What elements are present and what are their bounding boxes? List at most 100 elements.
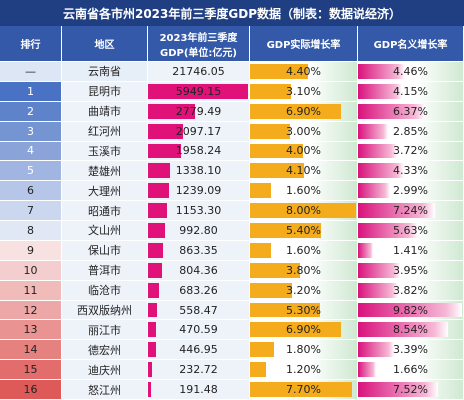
- table-cell: 3.95%: [358, 260, 464, 281]
- data-bar: [358, 322, 449, 338]
- region: 昭通市: [88, 204, 121, 218]
- table-cell: 5.40%: [250, 221, 358, 241]
- value: 1958.24: [175, 144, 222, 158]
- data-bar: [250, 163, 305, 179]
- table-cell: 2097.17: [148, 121, 250, 142]
- table-cell: 迪庆州: [62, 360, 148, 381]
- region: 临沧市: [88, 284, 121, 298]
- table-cell: 11: [0, 280, 62, 301]
- table-cell: 9.82%: [358, 300, 464, 321]
- region: 西双版纳州: [77, 304, 132, 318]
- value: 9.82%: [393, 303, 428, 317]
- header-text: GDP实际增长率: [266, 40, 341, 51]
- table-cell: 4.33%: [358, 161, 464, 182]
- rank: 11: [23, 283, 38, 297]
- region: 保山市: [88, 244, 121, 258]
- region: 玉溪市: [88, 144, 121, 158]
- rank: 10: [23, 263, 38, 277]
- table-cell: 1958.24: [148, 141, 250, 162]
- data-bar: [148, 103, 195, 119]
- table-cell: 4: [0, 141, 62, 162]
- value: 3.10%: [286, 84, 321, 98]
- data-bar: [358, 203, 435, 219]
- rank: 7: [27, 204, 34, 218]
- table-cell: 1.60%: [250, 181, 358, 202]
- data-bar: [148, 123, 184, 139]
- data-bar: [148, 282, 160, 298]
- region: 曲靖市: [88, 105, 121, 119]
- table-cell: 4.46%: [358, 62, 464, 82]
- value: 804.36: [179, 263, 218, 277]
- value: 6.90%: [286, 323, 321, 337]
- data-bar: [250, 322, 342, 338]
- value: 3.80%: [286, 263, 321, 277]
- value: 1.66%: [393, 363, 428, 377]
- header-text: GDP(单位:亿元): [160, 47, 237, 59]
- data-bar: [148, 203, 168, 219]
- value: 8.00%: [286, 204, 321, 218]
- table-cell: 云南省: [62, 62, 148, 82]
- table-cell: 7.70%: [250, 380, 358, 400]
- table-cell: 7.52%: [358, 380, 464, 400]
- value: 8.54%: [393, 323, 428, 337]
- value: 683.26: [179, 283, 218, 297]
- value: 5.40%: [286, 223, 321, 237]
- table-cell: 2.99%: [358, 181, 464, 202]
- data-bar: [250, 223, 322, 238]
- value: 1.80%: [286, 343, 321, 357]
- data-bar: [148, 262, 162, 278]
- value: 232.72: [179, 363, 218, 377]
- value: 992.80: [179, 223, 218, 237]
- table-cell: 怒江州: [62, 380, 148, 400]
- value: 4.33%: [393, 164, 428, 178]
- value: 1.60%: [286, 184, 321, 198]
- table-cell: 8.00%: [250, 201, 358, 222]
- region: 昆明市: [88, 85, 121, 99]
- rank: 5: [27, 164, 34, 178]
- rank: 14: [23, 343, 38, 357]
- data-bar: [250, 143, 303, 159]
- header-text: 2023年前三季度: [159, 32, 238, 44]
- table-cell: 大理州: [62, 181, 148, 202]
- table-cell: 6.37%: [358, 101, 464, 122]
- value: 2779.49: [175, 104, 222, 118]
- data-bar: [148, 163, 171, 179]
- table-cell: 16: [0, 380, 62, 400]
- table-cell: 1.20%: [250, 360, 358, 381]
- table-cell: 7: [0, 201, 62, 222]
- table-cell: 4.00%: [250, 141, 358, 162]
- data-bar: [358, 302, 462, 318]
- header-cell: 地区: [62, 26, 148, 62]
- rank: 9: [27, 243, 34, 257]
- table-cell: 3.80%: [250, 260, 358, 281]
- table-cell: 楚雄州: [62, 161, 148, 182]
- table-cell: 4.10%: [250, 161, 358, 182]
- value: 7.24%: [393, 204, 428, 218]
- value: 1.41%: [393, 243, 428, 257]
- data-bar: [358, 282, 399, 298]
- value: 2.99%: [393, 184, 428, 198]
- data-bar: [358, 342, 394, 358]
- data-bar: [250, 103, 342, 119]
- data-bar: [250, 262, 301, 278]
- table-cell: 2.85%: [358, 121, 464, 142]
- data-bar: [358, 262, 400, 278]
- header-cell: GDP名义增长率: [358, 26, 464, 62]
- data-bar: [148, 143, 181, 159]
- value: 3.82%: [393, 283, 428, 297]
- table-cell: 1.60%: [250, 240, 358, 261]
- rank: 16: [23, 383, 38, 397]
- table-cell: 863.35: [148, 240, 250, 261]
- table-cell: 5: [0, 161, 62, 182]
- data-bar: [250, 203, 356, 219]
- table-cell: 曲靖市: [62, 101, 148, 122]
- value: 863.35: [179, 243, 218, 257]
- data-bar: [148, 362, 152, 378]
- table-cell: 4.40%: [250, 62, 358, 82]
- data-bar: [358, 103, 426, 119]
- table-cell: 3.82%: [358, 280, 464, 301]
- region: 怒江州: [88, 383, 121, 397]
- header-cell: 排行: [0, 26, 62, 62]
- region: 大理州: [88, 184, 121, 198]
